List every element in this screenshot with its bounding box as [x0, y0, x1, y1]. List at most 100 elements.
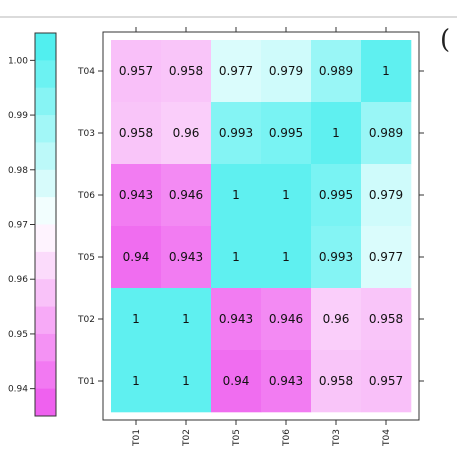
colorbar-tick-label: 0.96 — [8, 275, 28, 285]
colorbar-step — [35, 333, 56, 362]
cell-value-label: 0.96 — [323, 312, 350, 326]
heatmap-cell — [211, 40, 262, 103]
heatmap-cell — [111, 40, 162, 103]
colorbar-step — [35, 388, 56, 417]
colorbar-step — [35, 361, 56, 390]
colorbar: 1.00 0.99 0.98 0.97 0.96 0.95 0.94 — [8, 32, 57, 417]
heatmap-cell — [311, 102, 362, 165]
cell-value-label: 0.977 — [219, 64, 253, 78]
heatmap-cell — [361, 350, 412, 413]
colorbar-tick-label: 0.94 — [8, 385, 28, 395]
colorbar-step — [35, 224, 56, 253]
colorbar-step — [35, 169, 56, 198]
cell-value-label: 0.957 — [119, 64, 153, 78]
heatmap-cell — [311, 226, 362, 289]
colorbar-tick-label: 1.00 — [8, 56, 28, 66]
heatmap-cell — [361, 40, 412, 103]
heatmap-cell — [211, 350, 262, 413]
cell-value-label: 0.957 — [369, 374, 403, 388]
cell-value-label: 0.94 — [123, 250, 150, 264]
colorbar-tick-label: 0.98 — [8, 166, 28, 176]
heatmap-cell — [261, 164, 312, 227]
y-axis-tick-label: T02 — [77, 315, 95, 325]
cell-value-label: 0.958 — [319, 374, 353, 388]
x-axis-tick-label: T02 — [182, 429, 192, 447]
heatmap-cell — [111, 350, 162, 413]
cell-value-label: 1 — [282, 250, 290, 264]
cell-value-label: 0.943 — [269, 374, 303, 388]
cell-value-label: 1 — [332, 126, 340, 140]
colorbar-step — [35, 251, 56, 280]
heatmap-cell — [311, 40, 362, 103]
cell-value-label: 0.958 — [169, 64, 203, 78]
cell-value-label: 1 — [232, 250, 240, 264]
heatmap-cell — [311, 164, 362, 227]
heatmap-cell — [211, 102, 262, 165]
heatmap-cell — [211, 288, 262, 351]
heatmap-cell — [261, 226, 312, 289]
heatmap-cell — [111, 102, 162, 165]
colorbar-step — [35, 142, 56, 171]
heatmap-cell — [311, 350, 362, 413]
heatmap-cell — [111, 288, 162, 351]
colorbar-tick-label: 0.97 — [8, 221, 28, 231]
heatmap-cell — [111, 226, 162, 289]
cell-value-label: 0.989 — [369, 126, 403, 140]
x-axis-tick-label: T06 — [282, 429, 292, 447]
cell-value-label: 0.993 — [319, 250, 353, 264]
colorbar-step — [35, 279, 56, 307]
cell-value-label: 1 — [182, 312, 190, 326]
heatmap-cell — [161, 164, 212, 227]
y-axis-tick-label: T03 — [77, 129, 95, 139]
heatmap-cell — [261, 350, 312, 413]
y-axis-tick-label: T05 — [77, 253, 95, 263]
cell-value-label: 0.958 — [119, 126, 153, 140]
cell-value-label: 1 — [282, 188, 290, 202]
colorbar-step — [35, 33, 56, 61]
colorbar-step — [35, 87, 56, 116]
panel-mark: ( — [440, 25, 450, 55]
heatmap-cell — [161, 288, 212, 351]
colorbar-step — [35, 115, 56, 143]
x-axis-tick-label: T04 — [382, 429, 392, 447]
y-axis-tick-label: T01 — [77, 377, 95, 387]
colorbar-step — [35, 306, 56, 335]
cell-value-label: 0.989 — [319, 64, 353, 78]
heatmap-cell — [361, 226, 412, 289]
cell-value-label: 1 — [182, 374, 190, 388]
heatmap-cell — [161, 350, 212, 413]
y-axis-tick-label: T04 — [77, 67, 95, 77]
heatmap-cell — [361, 164, 412, 227]
colorbar-tick-label: 0.99 — [8, 111, 28, 121]
cell-value-label: 0.943 — [219, 312, 253, 326]
heatmap-cell — [161, 226, 212, 289]
heatmap-cell — [261, 288, 312, 351]
colorbar-step — [35, 197, 56, 225]
heatmap-cell — [161, 40, 212, 103]
panel-frame — [102, 31, 420, 421]
cell-value-label: 0.995 — [319, 188, 353, 202]
cell-value-label: 0.977 — [369, 250, 403, 264]
cell-value-label: 0.943 — [169, 250, 203, 264]
cell-value-label: 1 — [382, 64, 390, 78]
colorbar-tick-label: 0.95 — [8, 330, 28, 340]
cell-value-label: 0.946 — [169, 188, 203, 202]
heatmap-cell — [361, 288, 412, 351]
cell-value-label: 0.943 — [119, 188, 153, 202]
cell-value-label: 0.958 — [369, 312, 403, 326]
heatmap-cell — [261, 102, 312, 165]
cell-value-label: 0.995 — [269, 126, 303, 140]
cell-value-label: 0.96 — [173, 126, 200, 140]
cell-value-label: 1 — [132, 374, 140, 388]
cell-value-label: 0.979 — [369, 188, 403, 202]
cell-value-label: 0.979 — [269, 64, 303, 78]
cell-value-label: 0.94 — [223, 374, 250, 388]
x-axis-tick-label: T03 — [332, 429, 342, 447]
y-axis-tick-label: T06 — [77, 191, 95, 201]
cell-value-label: 0.946 — [269, 312, 303, 326]
colorbar-step — [35, 60, 56, 89]
heatmap-cell — [111, 164, 162, 227]
heatmap-cell — [311, 288, 362, 351]
x-axis-tick-label: T01 — [132, 429, 142, 447]
